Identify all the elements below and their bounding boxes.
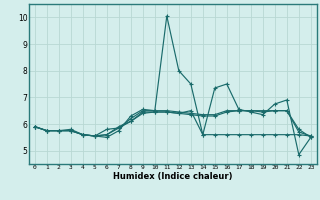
X-axis label: Humidex (Indice chaleur): Humidex (Indice chaleur) — [113, 172, 233, 181]
